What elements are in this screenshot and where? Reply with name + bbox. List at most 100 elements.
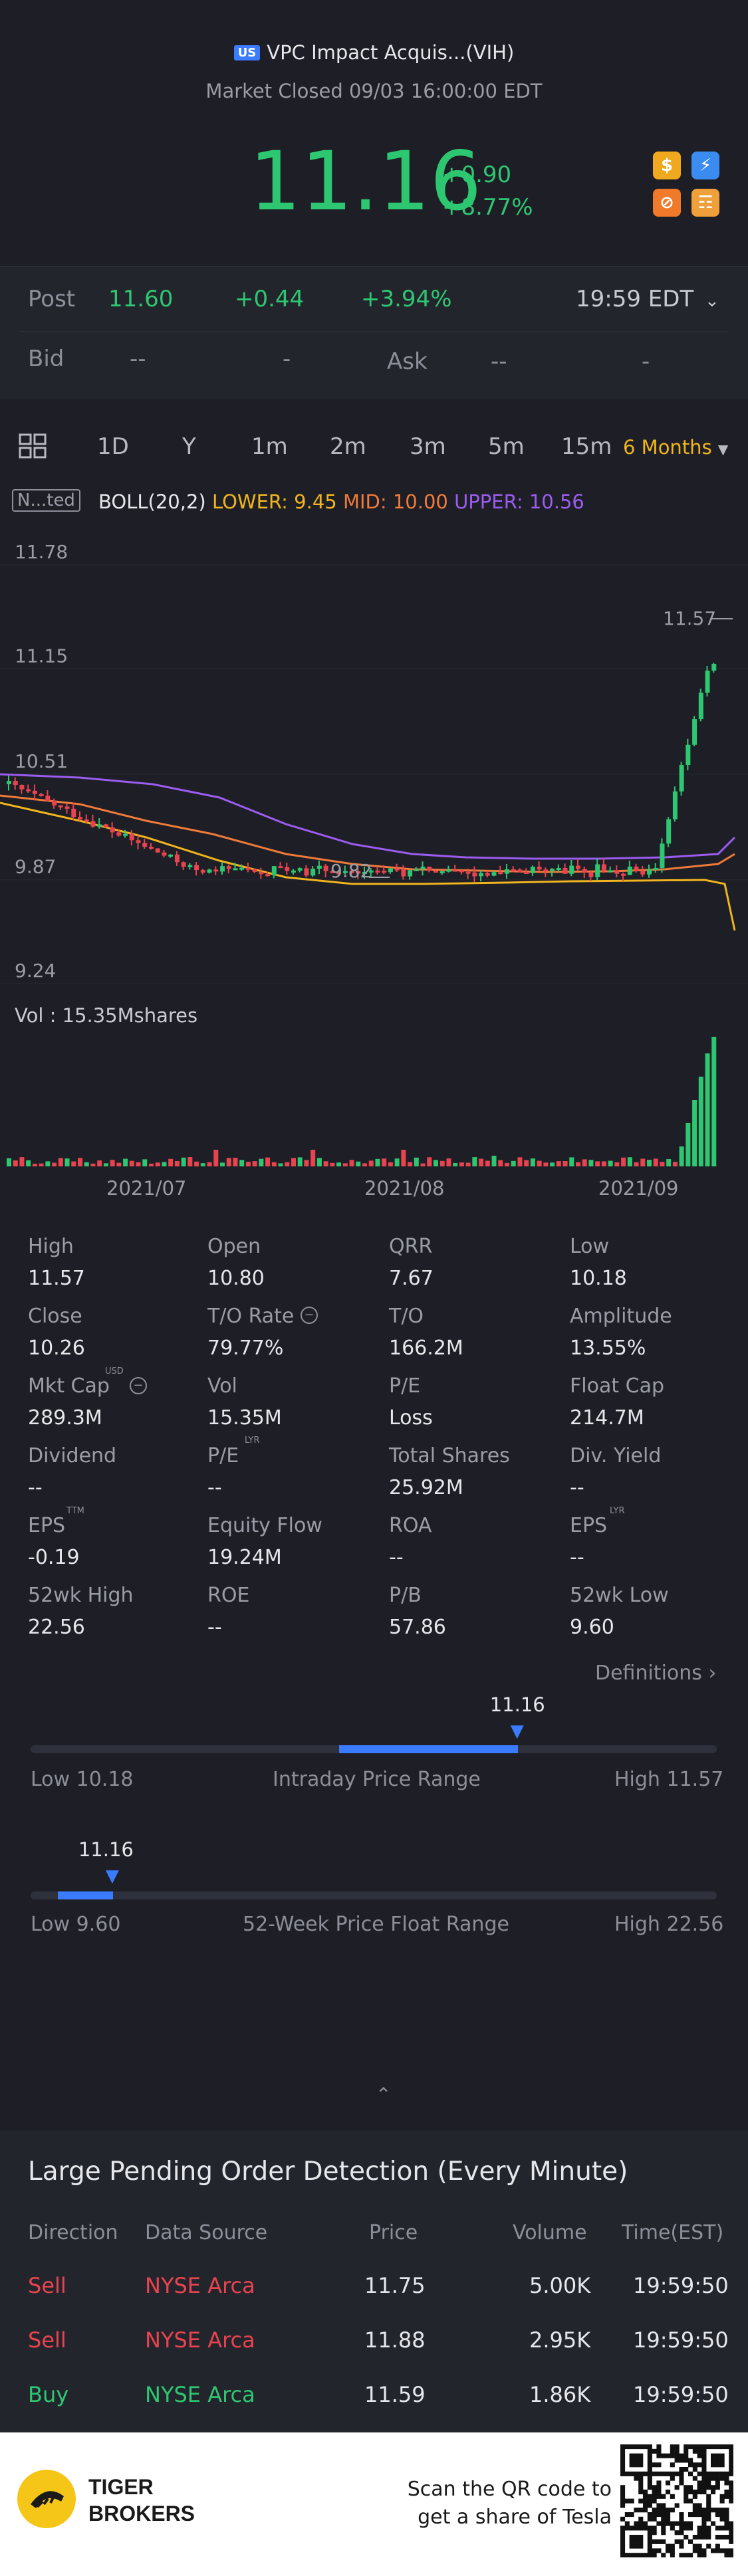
stat-label: Mkt Cap <box>28 1374 110 1398</box>
tab-y[interactable]: Y <box>182 433 196 460</box>
candle-body <box>588 872 594 877</box>
candle-body <box>39 794 44 796</box>
boll-mid: MID: 10.00 <box>342 490 448 513</box>
no-entry-icon[interactable]: ⊘ <box>653 189 681 217</box>
stat-label: T/O <box>389 1305 424 1328</box>
graduation-cap-icon[interactable]: ☶ <box>691 189 719 217</box>
stat-label: Total Shares <box>389 1444 510 1467</box>
header-volume: Volume <box>513 2221 587 2244</box>
layout-grid-icon[interactable] <box>19 433 48 460</box>
candle-body <box>311 869 316 876</box>
volume-bar <box>97 1160 102 1166</box>
intraday-low-label: Low 10.18 <box>31 1768 134 1791</box>
stat-label: ROE <box>207 1584 250 1607</box>
volume-bar <box>686 1123 691 1166</box>
tab-selected-period[interactable]: 6 Months ▼ <box>623 436 728 459</box>
lightning-icon[interactable]: ⚡ <box>691 152 719 179</box>
y-tick-label: 11.15 <box>15 645 68 667</box>
volume-bar <box>588 1160 594 1166</box>
dollar-icon[interactable]: $ <box>653 152 681 179</box>
price-chart[interactable]: 11.78 11.15 10.51 9.87 9.24 11.57 9.82 Vol :… <box>0 485 748 1203</box>
volume-bar <box>278 1163 283 1166</box>
tab-2m[interactable]: 2m <box>330 433 366 460</box>
candle-body <box>537 867 542 870</box>
candle-body <box>679 765 684 792</box>
post-market-panel: Post 11.60 +0.44 +3.94% 19:59 EDT ⌄ Bid … <box>0 266 748 399</box>
candle-body <box>245 867 251 870</box>
candle-body <box>401 869 406 877</box>
stat-label: ROA <box>389 1514 432 1537</box>
stat-label: EPS <box>28 1514 66 1537</box>
candle-body <box>550 869 555 871</box>
candle-body <box>647 869 652 875</box>
candle-body <box>168 854 174 857</box>
stat-value: 10.18 <box>570 1267 627 1290</box>
candle-body <box>446 869 451 872</box>
stat-value: 11.57 <box>28 1267 85 1290</box>
volume-bar <box>26 1160 31 1166</box>
info-icon[interactable]: − <box>130 1377 147 1394</box>
candle-body <box>640 871 646 875</box>
candle-body <box>155 848 160 853</box>
candle-body <box>356 871 361 874</box>
intraday-range-fill <box>339 1745 518 1753</box>
candle-body <box>524 872 529 875</box>
tab-15m[interactable]: 15m <box>561 433 612 460</box>
tab-5m[interactable]: 5m <box>488 433 525 460</box>
order-price: 11.59 <box>364 2382 426 2407</box>
volume-bar <box>330 1162 335 1166</box>
stat-value: 166.2M <box>389 1337 463 1360</box>
week52-low-label: Low 9.60 <box>31 1913 121 1936</box>
candle-body <box>368 870 374 873</box>
volume-bar <box>465 1162 471 1166</box>
collapse-chevron-icon[interactable]: ⌃ <box>376 2084 392 2105</box>
candle-body <box>32 790 37 794</box>
candle-body <box>672 791 678 819</box>
indicator-tag[interactable]: N...ted <box>12 489 80 512</box>
candle-body <box>608 870 613 873</box>
stock-title[interactable]: US VPC Impact Acquis...(VIH) <box>0 41 748 64</box>
intraday-high-label: High 11.57 <box>614 1768 724 1791</box>
volume-bar <box>233 1158 238 1166</box>
brand-line-2: BROKERS <box>88 2502 195 2525</box>
volume-bar <box>653 1158 658 1166</box>
candle-body <box>601 864 606 871</box>
price-change-percent: +8.77% <box>442 194 533 221</box>
volume-bar <box>213 1150 219 1166</box>
order-time: 19:59:50 <box>633 2382 729 2407</box>
pending-order-panel: Large Pending Order Detection (Every Min… <box>0 2130 748 2436</box>
volume-bar <box>356 1161 361 1166</box>
candle-body <box>660 843 665 868</box>
volume-bar <box>679 1146 684 1166</box>
order-volume: 5.00K <box>529 2273 591 2298</box>
candle-body <box>233 868 238 871</box>
qr-code-icon[interactable] <box>620 2444 733 2557</box>
selected-period-label: 6 Months <box>623 436 712 459</box>
week52-range-track <box>31 1891 717 1899</box>
y-tick-label: 9.87 <box>15 856 56 878</box>
stat-label: Amplitude <box>570 1305 672 1328</box>
tab-1d[interactable]: 1D <box>97 433 129 460</box>
candle-body <box>129 833 134 841</box>
definitions-link[interactable]: Definitions › <box>595 1662 716 1685</box>
volume-bar <box>323 1161 328 1166</box>
volume-bar <box>634 1162 639 1166</box>
boll-lower-line <box>0 802 736 931</box>
candle-body <box>194 865 199 871</box>
candle-body <box>26 789 31 792</box>
tab-3m[interactable]: 3m <box>410 433 446 460</box>
volume-bar <box>71 1161 76 1166</box>
volume-bar <box>342 1163 348 1166</box>
candle-body <box>7 781 11 784</box>
info-icon[interactable]: − <box>301 1307 318 1324</box>
volume-bar <box>705 1053 710 1166</box>
candle-body <box>705 671 710 693</box>
volume-bar <box>200 1163 205 1166</box>
post-price: 11.60 <box>108 286 174 312</box>
post-time-selector[interactable]: 19:59 EDT ⌄ <box>576 286 719 312</box>
tab-1m[interactable]: 1m <box>251 433 288 460</box>
week52-range-fill <box>58 1891 113 1899</box>
volume-bar <box>207 1162 212 1166</box>
x-tick-label: 2021/07 <box>106 1177 186 1200</box>
candle-body <box>408 870 413 877</box>
